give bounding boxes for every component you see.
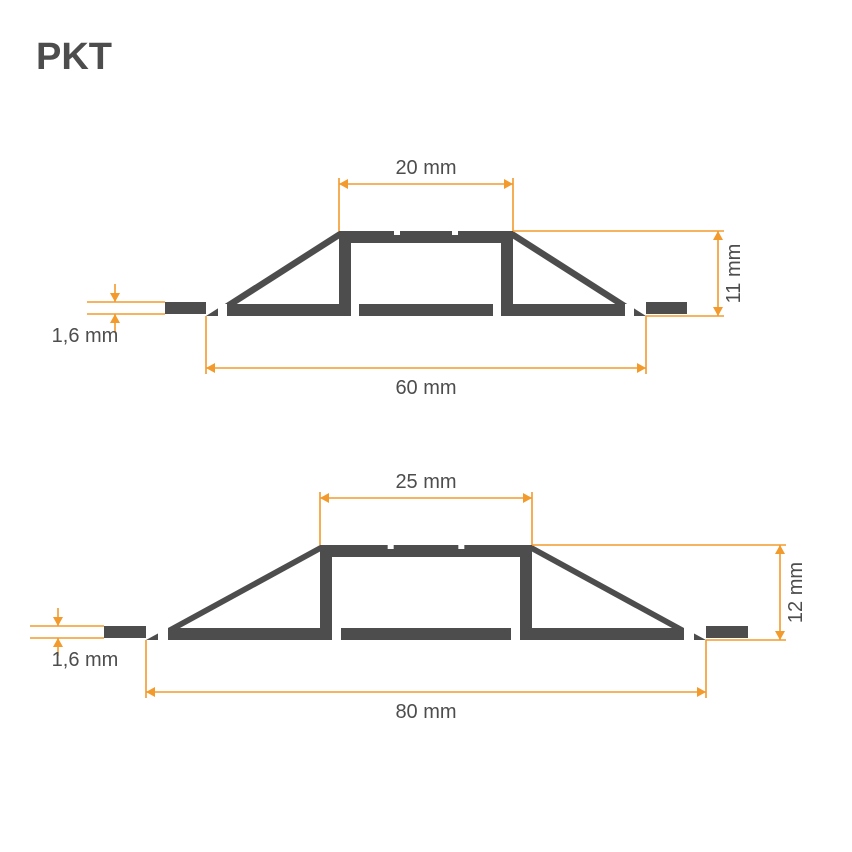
dim-bottom-p80: 80 mm — [395, 701, 456, 723]
page-title: PKT — [36, 36, 112, 79]
dim-top-p60: 20 mm — [395, 157, 456, 179]
dim-edge-p60: 1,6 mm — [52, 325, 119, 347]
dim-top-p80: 25 mm — [395, 471, 456, 493]
dim-height-p60: 11 mm — [723, 244, 745, 304]
dim-bottom-p60: 60 mm — [395, 377, 456, 399]
technical-drawing: 20 mm 60 mm 11 mm 1,6 mm 25 mm 80 mm 12 mm 1,6 … — [0, 0, 852, 852]
dim-height-p80: 12 mm — [785, 562, 807, 623]
dim-edge-p80: 1,6 mm — [52, 649, 119, 671]
